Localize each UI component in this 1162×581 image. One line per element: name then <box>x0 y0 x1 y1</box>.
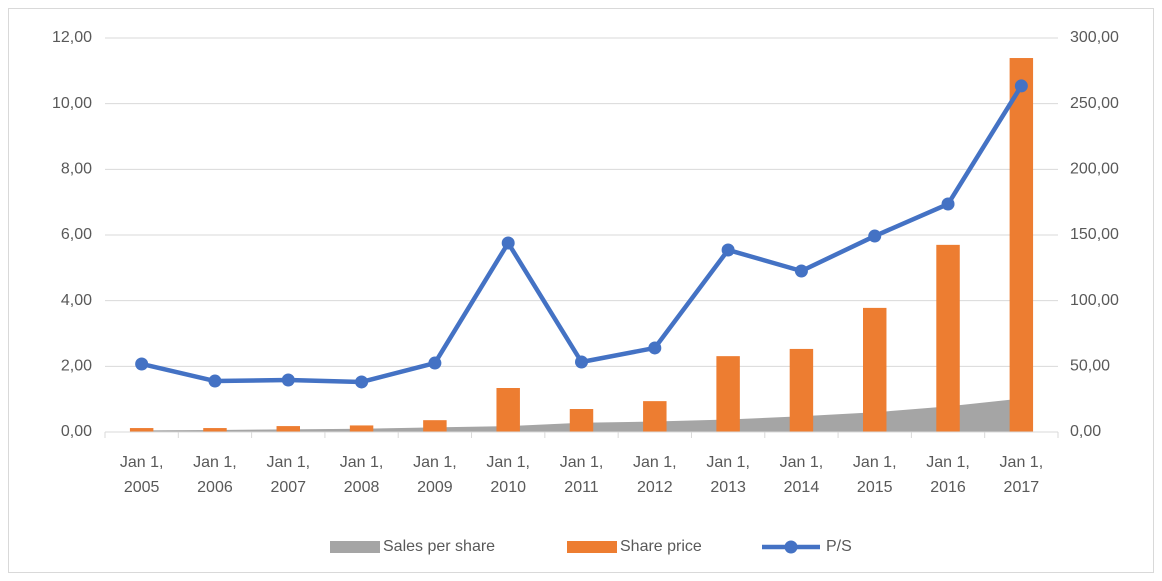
x-tick-label: Jan 1, 2014 <box>779 454 824 496</box>
marker <box>794 264 808 278</box>
x-tick-label: Jan 1, 2008 <box>339 454 384 496</box>
line <box>141 84 1024 385</box>
y-tick-label: 2,00 <box>61 358 92 375</box>
x-tick-label: Jan 1, 2006 <box>193 454 237 496</box>
x-tick-label: Jan 1, 2012 <box>633 454 677 496</box>
bar <box>203 428 227 432</box>
marker <box>868 229 882 243</box>
bar <box>423 420 447 432</box>
bar <box>496 388 520 432</box>
x-tick-label: Jan 1, 2016 <box>926 454 970 496</box>
marker <box>575 355 588 369</box>
x-tick-label: Jan 1, 2015 <box>852 454 897 496</box>
y2-tick-label: 200,00 <box>1070 161 1119 178</box>
marker <box>941 197 955 211</box>
y-tick-label: 0,00 <box>61 423 92 440</box>
legend-label: Sales per share <box>383 538 495 555</box>
bar <box>863 307 887 432</box>
x-tick-label: Jan 1, 2005 <box>119 454 164 496</box>
marker <box>721 243 735 257</box>
bar <box>936 244 960 432</box>
y2-tick-label: 150,00 <box>1070 226 1119 243</box>
marker <box>501 236 515 250</box>
marker <box>648 341 662 355</box>
marker <box>428 356 442 370</box>
y-tick-label: 4,00 <box>61 292 92 309</box>
legend-swatch <box>567 541 617 553</box>
legend-swatch <box>330 541 380 553</box>
y-tick-label: 8,00 <box>61 161 92 178</box>
x-tick-label: Jan 1, 2009 <box>413 454 457 496</box>
y-tick-label: 10,00 <box>52 95 92 112</box>
y2-tick-label: 50,00 <box>1070 358 1110 375</box>
chart-border <box>8 8 1154 573</box>
legend-label: Share price <box>620 538 702 555</box>
legend-marker <box>784 540 798 554</box>
y-tick-label: 12,00 <box>52 29 92 46</box>
marker <box>355 375 369 389</box>
bar <box>789 348 814 432</box>
y2-tick-label: 250,00 <box>1070 95 1119 112</box>
y2-tick-label: 100,00 <box>1070 292 1119 309</box>
bar <box>129 428 154 432</box>
marker <box>1014 79 1028 93</box>
marker <box>281 373 295 387</box>
bar <box>1009 58 1034 433</box>
x-tick-label: Jan 1, 2017 <box>999 454 1044 496</box>
x-tick-label: Jan 1, 2007 <box>266 454 311 496</box>
y-tick-label: 6,00 <box>61 226 92 243</box>
bar <box>716 356 740 432</box>
y2-tick-label: 0,00 <box>1070 423 1101 440</box>
x-tick-label: Jan 1, 2011 <box>559 454 604 496</box>
x-tick-label: Jan 1, 2010 <box>486 454 530 496</box>
bar <box>643 401 667 432</box>
bar <box>569 409 594 432</box>
x-tick-label: Jan 1, 2013 <box>706 454 750 496</box>
bar <box>276 426 300 432</box>
marker <box>135 357 149 371</box>
bar <box>349 425 374 432</box>
y2-tick-label: 300,00 <box>1070 29 1119 46</box>
legend-label: P/S <box>826 538 852 555</box>
marker <box>208 374 222 388</box>
